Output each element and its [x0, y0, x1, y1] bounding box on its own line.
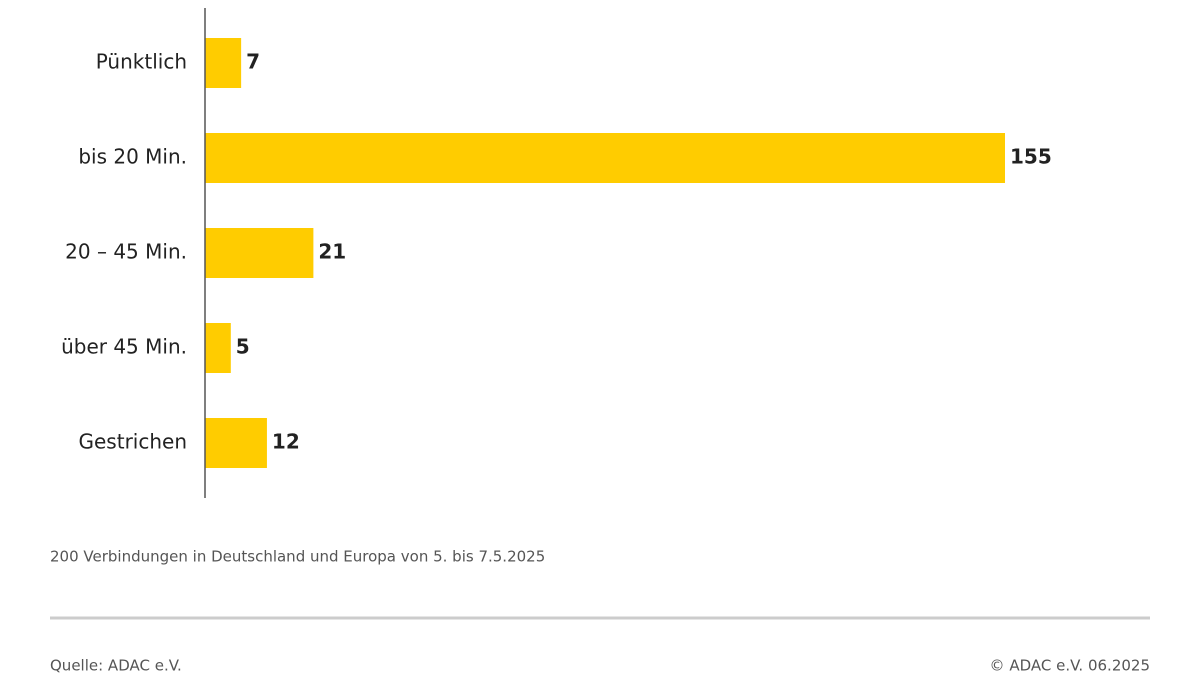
- category-label: Gestrichen: [79, 430, 188, 454]
- source: Quelle: ADAC e.V.: [50, 657, 182, 675]
- value-label: 12: [272, 430, 300, 454]
- note: 200 Verbindungen in Deutschland und Euro…: [50, 548, 545, 566]
- category-label: 20 – 45 Min.: [65, 240, 187, 264]
- bar: [205, 133, 1005, 183]
- category-label: über 45 Min.: [61, 335, 187, 359]
- value-label: 7: [246, 50, 260, 74]
- category-label: Pünktlich: [96, 50, 187, 74]
- value-label: 5: [236, 335, 250, 359]
- bar: [205, 228, 314, 278]
- bar: [205, 418, 267, 468]
- bar: [205, 323, 231, 373]
- value-label: 21: [318, 240, 346, 264]
- value-label: 155: [1010, 145, 1052, 169]
- category-label: bis 20 Min.: [78, 145, 187, 169]
- copyright: © ADAC e.V. 06.2025: [990, 657, 1150, 675]
- bar: [205, 38, 242, 88]
